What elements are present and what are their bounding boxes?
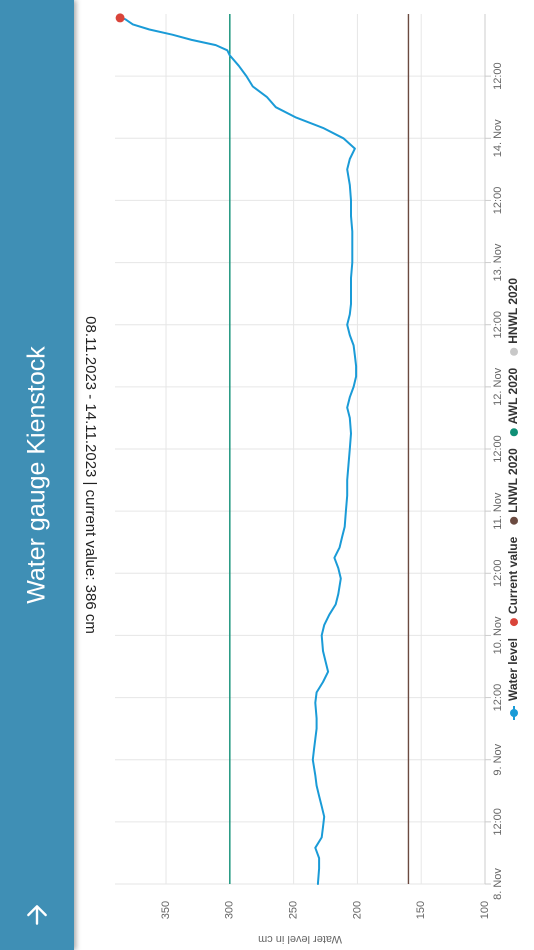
x-tick-label: 12:00 [492, 311, 504, 339]
x-tick-label: 12:00 [492, 187, 504, 215]
y-tick-label: 250 [288, 901, 300, 919]
series-layer [115, 13, 358, 885]
chart-subtitle: 08.11.2023 - 14.11.2023 | current value:… [82, 316, 99, 634]
x-axis-ticks: 8. Nov 12:00 9. Nov 12:00 10. Nov 12:00 11. No… [484, 14, 504, 900]
legend-item-awl-2020[interactable]: AWL 2020 [506, 367, 520, 437]
x-tick-label: 9. Nov [492, 743, 504, 775]
legend-item-hnwl-2020[interactable]: HNWL 2020 [506, 278, 520, 356]
y-tick-label: 100 [479, 901, 491, 919]
current-value-point[interactable] [115, 13, 125, 23]
x-tick-label: 12. Nov [492, 367, 504, 405]
reference-lines [229, 14, 410, 884]
x-grid [115, 75, 485, 885]
x-tick-label: 10. Nov [492, 616, 504, 654]
x-tick-label: 12:00 [492, 62, 504, 90]
y-tick-label: 200 [351, 901, 363, 919]
x-tick-label: 11. Nov [492, 492, 504, 530]
y-tick-label: 300 [224, 901, 236, 919]
legend-label: LNWL 2020 [506, 448, 520, 513]
x-tick-label: 12:00 [492, 560, 504, 588]
legend-dot-marker [510, 618, 518, 627]
legend-dot-marker [510, 347, 518, 356]
y-axis-ticks: 100 150 200 250 300 350 [160, 901, 491, 919]
x-tick-label: 12:00 [492, 808, 504, 836]
x-tick-label: 13. Nov [492, 243, 504, 281]
legend-dot-marker [510, 709, 518, 717]
legend-item-current-value[interactable]: Current value [506, 536, 520, 627]
x-tick-label: 8. Nov [492, 868, 504, 900]
app-bar: Water gauge Kienstock [0, 0, 74, 950]
y-tick-label: 150 [415, 901, 427, 919]
legend-label: HNWL 2020 [506, 278, 520, 344]
arrow-left-icon [27, 905, 47, 925]
x-tick-label: 12:00 [492, 435, 504, 463]
legend-dot-marker [510, 428, 518, 437]
legend-label: Current value [506, 536, 520, 614]
x-tick-label: 14. Nov [492, 119, 504, 157]
chart-legend: Water level Current value LNWL 2020 AWL 202… [506, 278, 520, 720]
legend-items: Water level Current value LNWL 2020 AWL 202… [506, 278, 520, 720]
y-tick-label: 350 [160, 901, 172, 919]
water-level-line [119, 16, 358, 885]
back-button[interactable] [14, 892, 60, 938]
x-tick-label: 12:00 [492, 684, 504, 712]
legend-item-lnwl-2020[interactable]: LNWL 2020 [506, 448, 520, 525]
legend-dot-marker [510, 516, 518, 525]
legend-item-water-level[interactable]: Water level [506, 638, 520, 720]
legend-label: AWL 2020 [506, 367, 520, 424]
legend-label: Water level [506, 638, 520, 701]
y-axis-label: Water level in cm [258, 933, 342, 945]
